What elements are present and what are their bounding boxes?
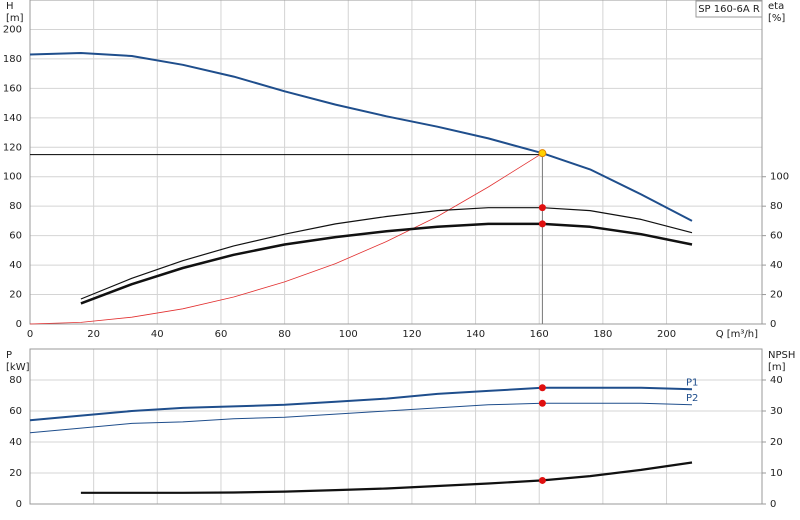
plot-frame — [29, 348, 763, 505]
curve — [29, 402, 693, 434]
y2-tick-label: 0 — [770, 499, 776, 510]
x-axis-label: Q [m³/h] — [716, 329, 758, 340]
y-tick-label: 20 — [9, 290, 22, 301]
y2-tick-label: 40 — [770, 375, 783, 386]
x-tick-label: 120 — [402, 329, 421, 340]
operating-point — [538, 204, 546, 212]
series-label: P1 — [686, 377, 698, 388]
y-tick-label: 80 — [9, 201, 22, 212]
y-tick-label: 0 — [16, 319, 22, 330]
x-tick-label: 100 — [339, 329, 358, 340]
y-tick-label: 200 — [3, 24, 22, 35]
operating-point — [538, 476, 546, 484]
y-axis-label: H — [6, 1, 14, 12]
y2-axis-unit: [m] — [768, 362, 786, 373]
x-tick-label: 140 — [466, 329, 485, 340]
y-axis-label: P — [6, 350, 12, 361]
y-tick-label: 160 — [3, 83, 22, 94]
y2-axis-unit: [%] — [768, 13, 785, 24]
curve — [80, 461, 693, 494]
y2-axis-label: eta — [768, 1, 784, 12]
series-label: P2 — [686, 393, 698, 404]
operating-point — [538, 384, 546, 392]
y-tick-label: 140 — [3, 113, 22, 124]
y-tick-label: 80 — [9, 375, 22, 386]
y2-tick-label: 100 — [770, 172, 789, 183]
x-tick-label: 80 — [278, 329, 291, 340]
y2-tick-label: 40 — [770, 260, 783, 271]
curve — [29, 152, 543, 325]
x-tick-label: 0 — [27, 329, 33, 340]
title-box — [695, 0, 763, 18]
operating-point — [538, 399, 546, 407]
y-tick-label: 120 — [3, 142, 22, 153]
x-tick-label: 20 — [87, 329, 100, 340]
y-axis-unit: [kW] — [6, 362, 30, 373]
y-tick-label: 40 — [9, 437, 22, 448]
curve — [29, 386, 693, 422]
y2-tick-label: 60 — [770, 231, 783, 242]
operating-point — [538, 149, 547, 158]
y-tick-label: 60 — [9, 406, 22, 417]
y2-tick-label: 80 — [770, 201, 783, 212]
y-tick-label: 0 — [16, 499, 22, 510]
y2-tick-label: 20 — [770, 437, 783, 448]
operating-point — [538, 220, 546, 228]
curve — [80, 222, 693, 305]
y-tick-label: 100 — [3, 172, 22, 183]
y-tick-label: 180 — [3, 54, 22, 65]
y2-axis-label: NPSH — [768, 350, 795, 361]
curve — [29, 52, 693, 222]
x-tick-label: 160 — [530, 329, 549, 340]
y2-tick-label: 20 — [770, 290, 783, 301]
y-tick-label: 60 — [9, 231, 22, 242]
y2-tick-label: 30 — [770, 406, 783, 417]
y2-tick-label: 0 — [770, 319, 776, 330]
x-tick-label: 40 — [151, 329, 164, 340]
y-tick-label: 20 — [9, 468, 22, 479]
curve — [80, 207, 693, 300]
plot-frame — [29, 0, 763, 325]
x-tick-label: 60 — [215, 329, 228, 340]
x-tick-label: 180 — [593, 329, 612, 340]
y-tick-label: 40 — [9, 260, 22, 271]
chart-title: SP 160-6A R — [698, 4, 760, 15]
y2-tick-label: 10 — [770, 468, 783, 479]
y-axis-unit: [m] — [6, 13, 24, 24]
x-tick-label: 200 — [657, 329, 676, 340]
